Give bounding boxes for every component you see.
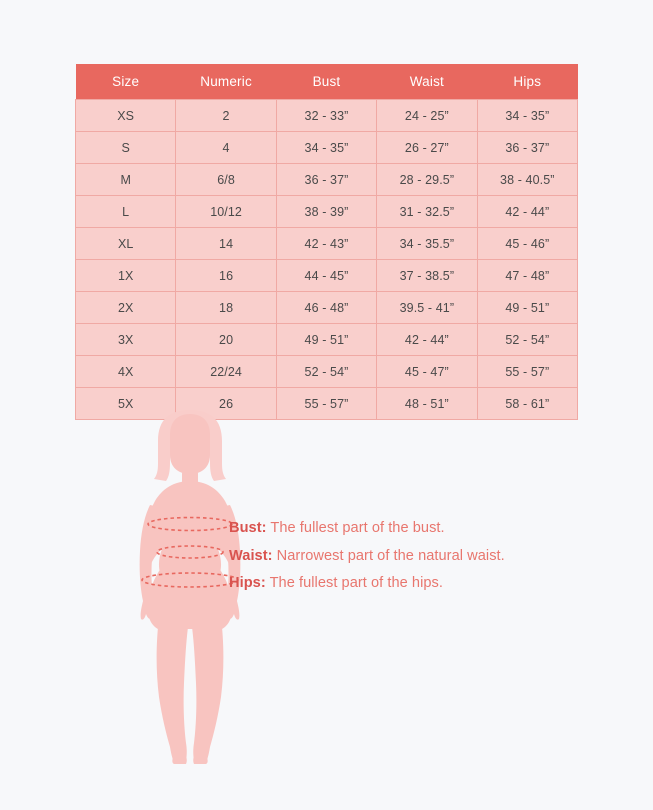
table-cell-bust: 49 - 51” bbox=[275, 323, 378, 356]
table-cell-hips: 55 - 57” bbox=[476, 355, 579, 388]
table-cell-bust: 34 - 35” bbox=[275, 131, 378, 164]
legend-item-hips: Hips: The fullest part of the hips. bbox=[229, 570, 629, 598]
table-cell-numeric: 10/12 bbox=[175, 195, 277, 228]
table-row: 4X 22/24 52 - 54” 45 - 47” 55 - 57” bbox=[74, 355, 579, 388]
size-chart-table-head: Size Numeric Bust Waist Hips bbox=[75, 64, 578, 100]
table-cell-size: S bbox=[74, 131, 177, 164]
table-cell-hips: 52 - 54” bbox=[476, 323, 579, 356]
table-cell-waist: 39.5 - 41” bbox=[376, 291, 478, 324]
legend-label-hips: Hips: bbox=[229, 575, 266, 591]
table-cell-numeric: 16 bbox=[175, 259, 277, 292]
table-cell-waist: 31 - 32.5” bbox=[376, 195, 478, 228]
measurement-guide-section: Bust: The fullest part of the bust. Wais… bbox=[0, 405, 653, 780]
table-cell-hips: 36 - 37” bbox=[476, 131, 579, 164]
table-cell-size: M bbox=[74, 163, 177, 196]
table-cell-numeric: 4 bbox=[175, 131, 277, 164]
table-header-row: Size Numeric Bust Waist Hips bbox=[75, 64, 578, 100]
table-cell-waist: 45 - 47” bbox=[376, 355, 478, 388]
table-cell-size: 4X bbox=[74, 355, 177, 388]
size-chart-table-container: Size Numeric Bust Waist Hips XS 2 32 - 33”… bbox=[74, 64, 579, 420]
table-cell-bust: 32 - 33” bbox=[275, 99, 378, 132]
table-cell-bust: 46 - 48” bbox=[275, 291, 378, 324]
table-cell-hips: 38 - 40.5” bbox=[476, 163, 579, 196]
table-cell-numeric: 22/24 bbox=[175, 355, 277, 388]
table-cell-numeric: 2 bbox=[175, 99, 277, 132]
table-row: M 6/8 36 - 37” 28 - 29.5” 38 - 40.5” bbox=[74, 163, 579, 196]
legend-label-bust: Bust: bbox=[229, 520, 267, 536]
legend-label-waist: Waist: bbox=[229, 547, 273, 564]
legend-description-hips: The fullest part of the hips. bbox=[269, 575, 444, 591]
table-cell-waist: 42 - 44” bbox=[376, 323, 478, 356]
head-shape bbox=[170, 414, 210, 474]
table-cell-numeric: 20 bbox=[175, 323, 277, 356]
table-cell-waist: 26 - 27” bbox=[376, 131, 478, 164]
table-cell-numeric: 18 bbox=[175, 291, 277, 324]
table-cell-size: 5X bbox=[74, 387, 177, 420]
table-cell-size: XL bbox=[74, 227, 177, 260]
body-silhouette-illustration bbox=[139, 410, 241, 764]
bust-measure-line bbox=[147, 516, 233, 532]
table-cell-size: 3X bbox=[74, 323, 177, 356]
left-arm-shape bbox=[139, 505, 160, 620]
table-cell-hips: 49 - 51” bbox=[476, 291, 579, 324]
table-row: L 10/12 38 - 39” 31 - 32.5” 42 - 44” bbox=[74, 195, 579, 228]
table-cell-bust: 42 - 43” bbox=[275, 227, 378, 260]
table-cell-hips: 34 - 35” bbox=[476, 99, 579, 132]
table-cell-hips: 58 - 61” bbox=[476, 387, 579, 420]
table-cell-bust: 38 - 39” bbox=[275, 195, 378, 228]
table-cell-bust: 44 - 45” bbox=[275, 259, 378, 292]
column-header-numeric: Numeric bbox=[175, 64, 277, 100]
table-row: 1X 16 44 - 45” 37 - 38.5” 47 - 48” bbox=[74, 259, 579, 292]
size-chart-table: Size Numeric Bust Waist Hips XS 2 32 - 33”… bbox=[74, 64, 579, 420]
table-cell-waist: 48 - 51” bbox=[376, 387, 478, 420]
table-cell-numeric: 6/8 bbox=[175, 163, 277, 196]
right-leg-shape bbox=[192, 627, 224, 762]
table-row: 2X 18 46 - 48” 39.5 - 41” 49 - 51” bbox=[74, 291, 579, 324]
table-cell-hips: 47 - 48” bbox=[476, 259, 579, 292]
table-cell-size: 1X bbox=[74, 259, 177, 292]
table-cell-waist: 28 - 29.5” bbox=[376, 163, 478, 196]
table-cell-waist: 37 - 38.5” bbox=[376, 259, 478, 292]
waist-measure-line bbox=[156, 545, 224, 559]
table-row: 5X 26 55 - 57” 48 - 51” 58 - 61” bbox=[74, 387, 579, 420]
hips-shape bbox=[147, 567, 233, 629]
table-row: S 4 34 - 35” 26 - 27” 36 - 37” bbox=[74, 131, 579, 164]
table-cell-size: L bbox=[74, 195, 177, 228]
table-cell-numeric: 14 bbox=[175, 227, 277, 260]
column-header-size: Size bbox=[75, 64, 176, 100]
legend-item-waist: Waist: Narrowest part of the natural wai… bbox=[229, 543, 629, 571]
size-chart-table-body: XS 2 32 - 33” 24 - 25” 34 - 35” S 4 34 - 35” 26 … bbox=[74, 99, 579, 420]
hips-measure-line bbox=[141, 572, 239, 588]
column-header-hips: Hips bbox=[477, 64, 578, 100]
column-header-waist: Waist bbox=[376, 64, 478, 100]
table-cell-waist: 34 - 35.5” bbox=[376, 227, 478, 260]
right-arm-shape bbox=[220, 505, 241, 620]
legend-description-bust: The fullest part of the bust. bbox=[270, 520, 445, 536]
table-cell-bust: 52 - 54” bbox=[275, 355, 378, 388]
torso-shape bbox=[144, 481, 236, 592]
left-leg-shape bbox=[156, 627, 188, 762]
table-row: XL 14 42 - 43” 34 - 35.5” 45 - 46” bbox=[74, 227, 579, 260]
table-cell-hips: 45 - 46” bbox=[476, 227, 579, 260]
table-row: XS 2 32 - 33” 24 - 25” 34 - 35” bbox=[74, 99, 579, 132]
legend-item-bust: Bust: The fullest part of the bust. bbox=[229, 515, 629, 543]
table-cell-bust: 36 - 37” bbox=[275, 163, 378, 196]
table-cell-bust: 55 - 57” bbox=[275, 387, 378, 420]
table-cell-hips: 42 - 44” bbox=[476, 195, 579, 228]
table-row: 3X 20 49 - 51” 42 - 44” 52 - 54” bbox=[74, 323, 579, 356]
legend-description-waist: Narrowest part of the natural waist. bbox=[276, 547, 505, 564]
left-foot-shape bbox=[172, 756, 187, 764]
measurement-legend: Bust: The fullest part of the bust. Wais… bbox=[229, 515, 629, 598]
column-header-bust: Bust bbox=[276, 64, 377, 100]
right-foot-shape bbox=[193, 756, 208, 764]
table-cell-size: 2X bbox=[74, 291, 177, 324]
table-cell-waist: 24 - 25” bbox=[376, 99, 478, 132]
table-cell-size: XS bbox=[74, 99, 177, 132]
